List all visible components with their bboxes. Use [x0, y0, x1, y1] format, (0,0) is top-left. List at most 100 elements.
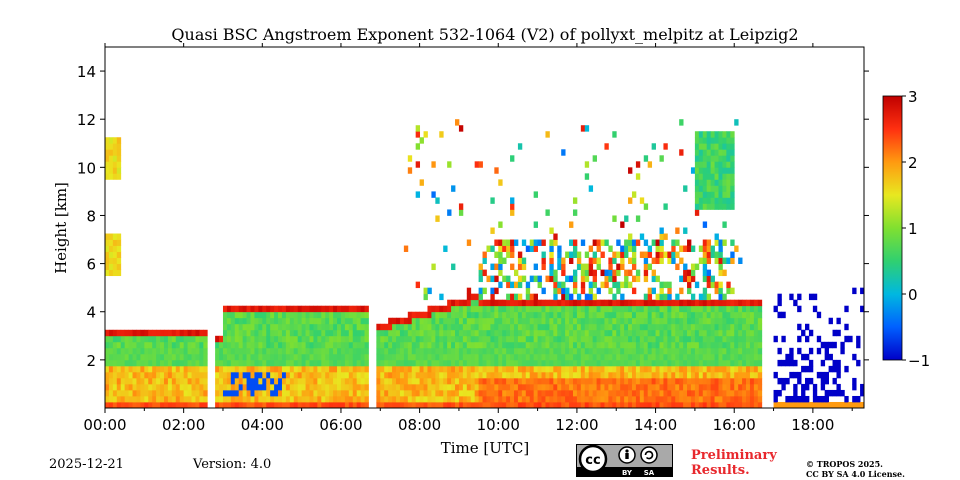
heatmap-cell: [620, 317, 625, 325]
heatmap-cell: [722, 329, 727, 337]
heatmap-cell: [498, 353, 503, 361]
heatmap-cell: [431, 383, 436, 391]
heatmap-cell: [702, 131, 708, 138]
heatmap-cell: [439, 365, 444, 373]
heatmap-cell: [541, 395, 546, 403]
heatmap-cell: [215, 335, 220, 343]
heatmap-cell: [521, 395, 527, 403]
heatmap-cell: [490, 317, 495, 325]
heatmap-cell: [309, 389, 314, 397]
heatmap-cell: [624, 389, 629, 397]
heatmap-cell: [238, 353, 244, 361]
heatmap-cell: [458, 365, 464, 373]
heatmap-cell: [805, 323, 810, 331]
heatmap-cell: [753, 365, 759, 373]
heatmap-cell: [325, 317, 330, 325]
heatmap-cell: [612, 323, 617, 331]
heatmap-cell: [675, 335, 680, 343]
heatmap-cell: [278, 305, 283, 313]
cc-by-sa-license-icon: cc BY SA: [576, 444, 673, 477]
heatmap-cell: [722, 161, 727, 168]
heatmap-cell: [108, 161, 114, 168]
heatmap-cell: [639, 335, 645, 343]
heatmap-cell: [816, 395, 822, 403]
heatmap-cell: [510, 401, 515, 408]
heatmap-cell: [777, 299, 782, 307]
heatmap-cell: [340, 347, 346, 355]
heatmap-cell: [706, 293, 712, 301]
heatmap-cell: [124, 365, 129, 373]
heatmap-cell: [553, 275, 558, 283]
heatmap-cell: [561, 353, 566, 361]
heatmap-cell: [494, 167, 499, 174]
heatmap-cell: [285, 353, 291, 361]
heatmap-cell: [805, 335, 810, 343]
heatmap-cell: [671, 353, 676, 361]
heatmap-cell: [726, 395, 731, 403]
heatmap-cell: [753, 401, 759, 408]
heatmap-cell: [494, 239, 499, 246]
heatmap-cell: [399, 359, 405, 367]
heatmap-cell: [537, 317, 542, 325]
heatmap-cell: [698, 377, 704, 385]
heatmap-cell: [620, 299, 625, 307]
heatmap-cell: [620, 365, 625, 373]
heatmap-cell: [584, 353, 590, 361]
heatmap-cell: [734, 305, 739, 313]
heatmap-cell: [262, 347, 267, 355]
heatmap-cell: [423, 395, 428, 403]
heatmap-cell: [667, 377, 672, 385]
heatmap-cell: [443, 377, 448, 385]
heatmap-cell: [498, 365, 503, 373]
heatmap-cell: [698, 203, 704, 210]
heatmap-cell: [714, 371, 719, 379]
heatmap-cell: [702, 347, 708, 355]
heatmap-cell: [749, 299, 755, 307]
heatmap-cell: [435, 215, 440, 222]
heatmap-cell: [730, 353, 735, 361]
heatmap-cell: [215, 371, 220, 379]
heatmap-cell: [124, 401, 129, 408]
heatmap-cell: [494, 365, 499, 373]
heatmap-cell: [447, 353, 452, 361]
heatmap-cell: [694, 197, 700, 204]
heatmap-cell: [565, 251, 570, 258]
heatmap-cell: [655, 299, 660, 307]
heatmap-cell: [513, 335, 519, 343]
heatmap-cell: [132, 335, 137, 343]
heatmap-cell: [380, 383, 385, 391]
heatmap-cell: [541, 347, 546, 355]
heatmap-cell: [663, 305, 668, 313]
heatmap-cell: [580, 395, 586, 403]
heatmap-cell: [616, 311, 621, 319]
heatmap-cell: [443, 335, 448, 343]
heatmap-cell: [325, 401, 330, 408]
heatmap-cell: [576, 383, 582, 391]
heatmap-cell: [199, 359, 204, 367]
heatmap-cell: [793, 359, 798, 367]
heatmap-cell: [639, 347, 645, 355]
heatmap-cell: [545, 323, 550, 331]
heatmap-cell: [694, 389, 700, 397]
heatmap-cell: [730, 323, 735, 331]
heatmap-cell: [620, 263, 625, 271]
heatmap-cell: [687, 323, 692, 331]
heatmap-cell: [742, 299, 747, 307]
heatmap-cell: [545, 275, 550, 283]
heatmap-cell: [694, 329, 700, 337]
heatmap-cell: [140, 395, 145, 403]
heatmap-cell: [773, 395, 778, 403]
heatmap-cell: [561, 317, 566, 325]
heatmap-cell: [702, 317, 708, 325]
heatmap-cell: [510, 155, 515, 162]
heatmap-cell: [510, 377, 515, 385]
heatmap-cell: [466, 371, 472, 379]
heatmap-cell: [494, 251, 499, 258]
heatmap-cell: [281, 347, 287, 355]
heatmap-cell: [726, 341, 731, 349]
heatmap-cell: [600, 359, 605, 367]
heatmap-cell: [105, 365, 110, 373]
heatmap-cell: [753, 389, 759, 397]
heatmap-cell: [439, 371, 444, 379]
